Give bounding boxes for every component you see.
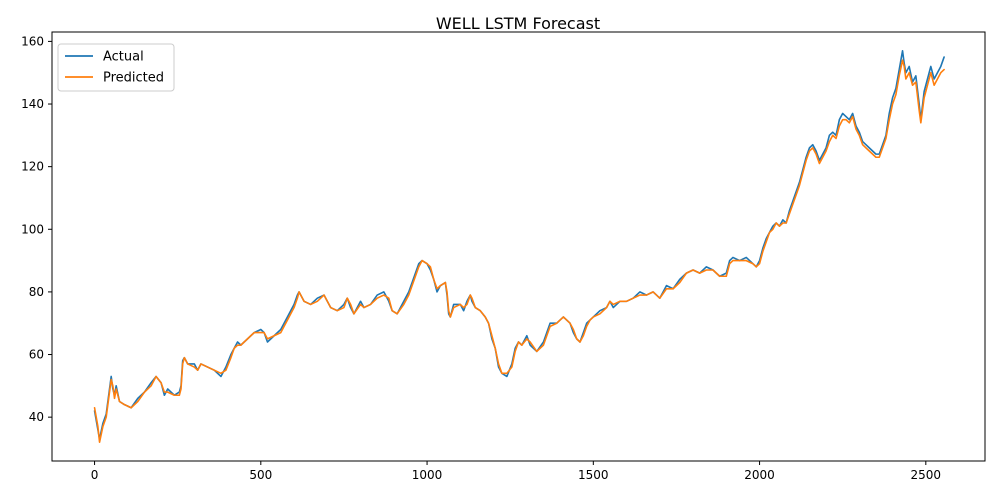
- legend-label-actual: Actual: [103, 50, 144, 65]
- plot-frame: [51, 31, 986, 462]
- y-tick-label: 40: [29, 410, 44, 424]
- chart-title: WELL LSTM Forecast: [436, 14, 600, 33]
- x-tick-label: 0: [91, 468, 99, 482]
- plot-area: [52, 32, 985, 461]
- x-axis: 0 500 1000 1500 2000 2500: [91, 461, 941, 482]
- legend-label-predicted: Predicted: [103, 71, 164, 86]
- y-tick-label: 60: [29, 348, 44, 362]
- series-layer: [93, 49, 945, 444]
- x-tick-label: 500: [249, 468, 272, 482]
- series-line-predicted: [93, 59, 945, 444]
- y-tick-label: 140: [21, 97, 44, 111]
- y-axis: 40 60 80 100 120 140 160: [21, 34, 52, 424]
- y-tick-label: 80: [29, 285, 44, 299]
- y-tick-label: 120: [21, 160, 44, 174]
- x-tick-label: 2000: [744, 468, 775, 482]
- x-tick-label: 2500: [911, 468, 942, 482]
- legend: Actual Predicted: [57, 43, 175, 92]
- y-tick-label: 160: [21, 34, 44, 48]
- y-tick-label: 100: [21, 222, 44, 236]
- x-tick-label: 1500: [578, 468, 609, 482]
- x-tick-label: 1000: [412, 468, 443, 482]
